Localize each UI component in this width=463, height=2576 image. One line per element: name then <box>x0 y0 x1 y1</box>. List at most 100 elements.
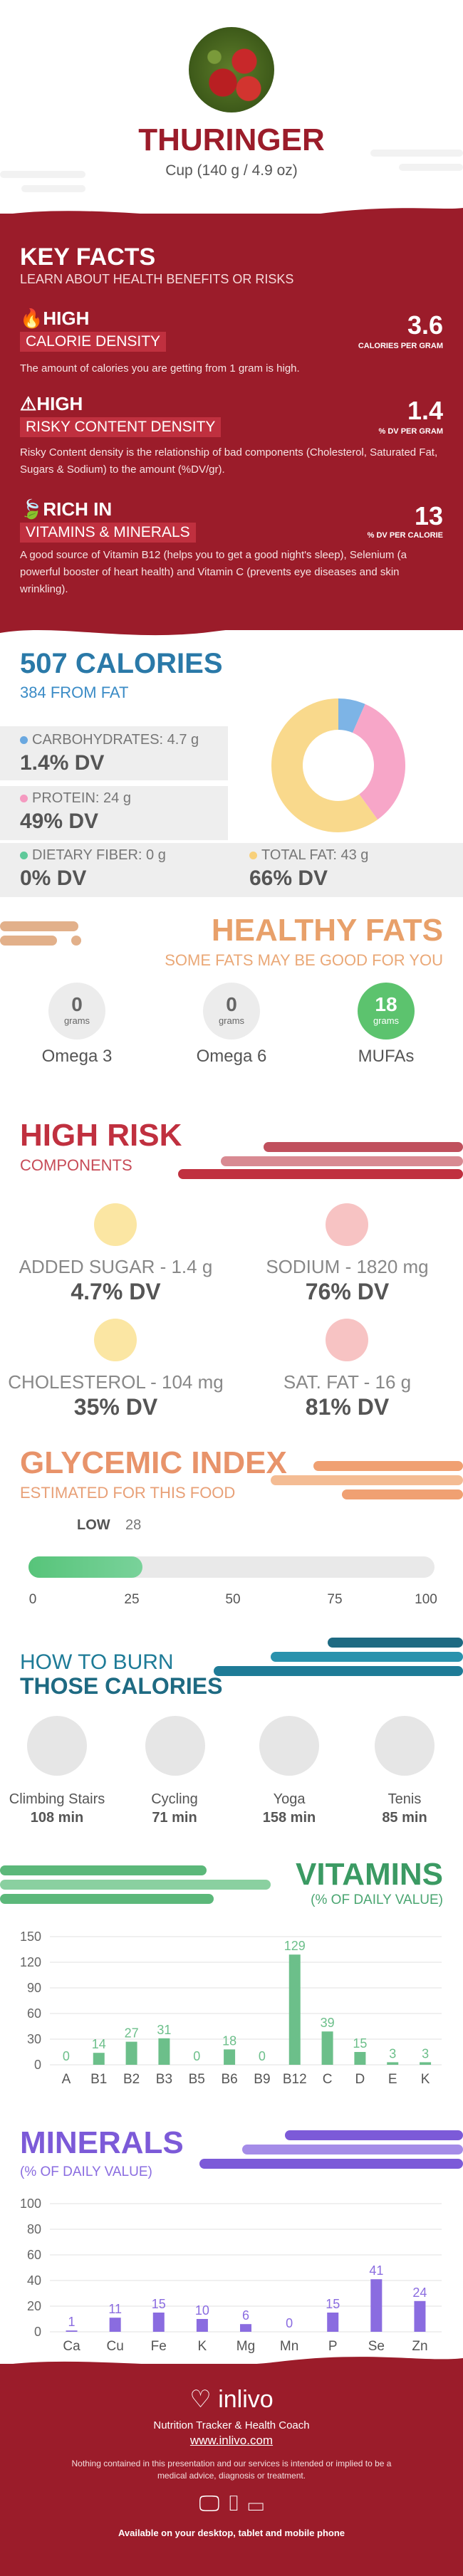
vitamin-ytick: 120 <box>20 1955 41 1969</box>
sat-fat-sad-icon <box>326 1319 368 1361</box>
vitamin-value-label: 3 <box>422 2046 429 2061</box>
mineral-value-label: 24 <box>412 2286 427 2300</box>
activity-yoga-label: Yoga <box>273 1791 306 1807</box>
macro-band-protein <box>0 786 228 840</box>
cholesterol-label: CHOLESTEROL - 104 mg <box>8 1371 224 1393</box>
glycemic-fill <box>28 1556 142 1578</box>
mineral-value-label: 6 <box>242 2308 249 2323</box>
donut-slice-fat <box>271 698 378 832</box>
mineral-category-label: Zn <box>412 2339 427 2354</box>
food-image <box>189 27 274 112</box>
calories-title: 507 CALORIES <box>20 648 223 679</box>
fact-level-risky: ⚠HIGH <box>20 393 83 414</box>
vitamin-bar-K <box>420 2062 432 2065</box>
mufas-label: MUFAs <box>358 1047 415 1066</box>
fact-desc-risky: Risky Content density is the relationshi… <box>20 446 438 476</box>
activity-yoga-min: 158 min <box>262 1810 316 1826</box>
minerals-subtitle: (% OF DAILY VALUE) <box>20 2164 152 2179</box>
climbing-stairs-icon <box>27 1716 87 1776</box>
vitamin-bar-B2 <box>125 2041 137 2065</box>
sat-fat-dv: 81% DV <box>305 1394 390 1420</box>
fact-name-risky: RISKY CONTENT DENSITY <box>20 417 222 437</box>
vitamin-bar-D <box>354 2052 366 2065</box>
minerals-stripes <box>199 2130 463 2173</box>
fact-level-vitamins: 🍃RICH IN <box>20 498 113 520</box>
added-sugar-dv: 4.7% DV <box>71 1279 161 1304</box>
mufas-circle: 18 grams <box>358 983 415 1040</box>
vitamin-category-label: B3 <box>156 2072 172 2087</box>
vitamin-bar-B6 <box>224 2049 236 2065</box>
fact-name-vitamins: VITAMINS & MINERALS <box>20 523 196 543</box>
footer-disclaimer: Nothing contained in this presentation a… <box>71 2459 392 2481</box>
footer-url[interactable]: www.inlivo.com <box>189 2434 274 2447</box>
key-facts-title: KEY FACTS <box>20 244 156 271</box>
mineral-value-label: 41 <box>369 2263 383 2278</box>
tennis-icon <box>375 1716 435 1776</box>
activity-tennis-label: Tenis <box>387 1791 422 1807</box>
vitamin-value-label: 39 <box>321 2016 335 2030</box>
mineral-category-label: Fe <box>151 2339 167 2354</box>
healthy-fats-title: HEALTHY FATS <box>211 913 443 948</box>
macro-band-carbs <box>0 726 228 780</box>
fact-unit-risky: % DV PER GRAM <box>378 427 443 436</box>
mineral-ytick: 20 <box>27 2299 41 2313</box>
key-facts-subtitle: LEARN ABOUT HEALTH BENEFITS OR RISKS <box>20 272 294 286</box>
vitamin-bar-C <box>321 2031 333 2065</box>
mineral-category-label: Cu <box>107 2339 124 2354</box>
activity-cycling-min: 71 min <box>152 1810 197 1826</box>
cholesterol-happy-icon <box>94 1319 137 1361</box>
mineral-bar-Fe <box>152 2313 165 2332</box>
mineral-ytick: 0 <box>34 2325 41 2339</box>
vitamins-stripes <box>0 1865 299 1908</box>
header-bg-stripes <box>0 0 463 214</box>
high-risk-stripes <box>178 1139 463 1182</box>
footer-available: Available on your desktop, tablet and mo… <box>118 2528 345 2538</box>
vitamin-category-label: A <box>62 2072 71 2087</box>
fat-omega3: 0 grams <box>48 983 105 1040</box>
vitamin-value-label: 14 <box>92 2037 106 2051</box>
glycemic-value: 28 <box>125 1517 142 1533</box>
vitamin-ytick: 150 <box>20 1930 41 1944</box>
healthy-fats-subtitle: SOME FATS MAY BE GOOD FOR YOU <box>165 951 443 969</box>
serving-size: Cup (140 g / 4.9 oz) <box>165 162 298 179</box>
footer: ♡ inlivo Nutrition Tracker & Health Coac… <box>0 2357 463 2576</box>
sodium-label: SODIUM - 1820 mg <box>266 1256 429 1277</box>
protein-dot <box>20 795 28 803</box>
vitamin-ytick: 60 <box>27 2006 41 2021</box>
fat-omega6: 0 grams <box>203 983 260 1040</box>
vitamin-value-label: 31 <box>157 2023 171 2037</box>
key-facts-section: KEY FACTS LEARN ABOUT HEALTH BENEFITS OR… <box>0 208 463 636</box>
vitamin-category-label: B2 <box>123 2072 140 2087</box>
fat-dot <box>249 852 257 860</box>
added-sugar-happy-icon <box>94 1203 137 1246</box>
fiber-dot <box>20 852 28 860</box>
vitamin-category-label: B12 <box>283 2072 307 2087</box>
mineral-bar-Ca <box>66 2330 78 2332</box>
activity-climbing-min: 108 min <box>30 1810 84 1826</box>
healthy-fats-stripes <box>0 918 463 961</box>
macro-fiber: DIETARY FIBER: 0 g 0% DV <box>20 847 166 890</box>
glycemic-stripes <box>271 1461 463 1504</box>
donut-slice-protein <box>352 703 405 820</box>
yoga-icon <box>259 1716 319 1776</box>
high-risk-title: HIGH RISK <box>20 1118 182 1153</box>
burn-title-line2: THOSE CALORIES <box>20 1673 223 1699</box>
vitamin-category-label: B5 <box>189 2072 205 2087</box>
vitamin-bar-E <box>387 2062 399 2065</box>
omega6-label: Omega 6 <box>196 1047 267 1066</box>
mineral-value-label: 15 <box>326 2297 340 2311</box>
mineral-value-label: 0 <box>286 2316 293 2330</box>
fat-mufas: 18 grams <box>358 983 415 1040</box>
sodium-sad-icon <box>326 1203 368 1246</box>
vitamin-bar-B3 <box>158 2038 170 2065</box>
activity-tennis-min: 85 min <box>382 1810 427 1826</box>
cycling-icon <box>145 1716 205 1776</box>
mineral-value-label: 10 <box>195 2303 209 2318</box>
mineral-category-label: Se <box>368 2339 385 2354</box>
omega6-circle: 0 grams <box>203 983 260 1040</box>
burn-stripes <box>214 1638 463 1687</box>
fact-value-vitamins: 13 <box>414 501 443 530</box>
vitamin-category-label: D <box>355 2072 365 2087</box>
mineral-value-label: 15 <box>152 2297 166 2311</box>
omega3-circle: 0 grams <box>48 983 105 1040</box>
